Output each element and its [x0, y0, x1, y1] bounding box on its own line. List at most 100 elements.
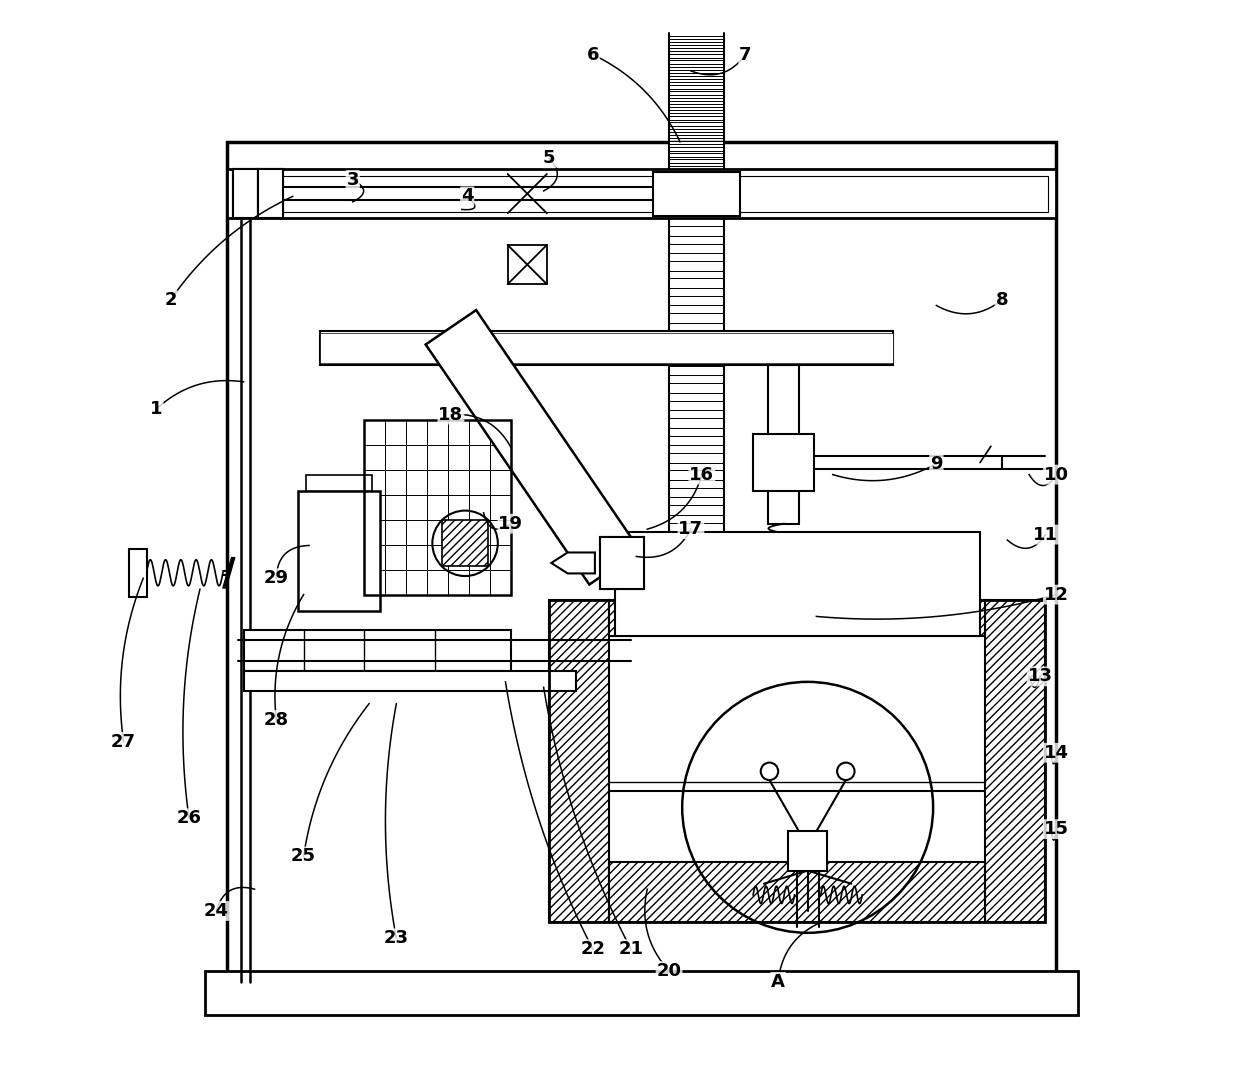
- Bar: [243, 671, 577, 691]
- Bar: [227, 142, 1056, 982]
- Bar: [670, 154, 724, 157]
- Bar: [363, 420, 511, 595]
- Text: 7: 7: [739, 46, 751, 63]
- Bar: [243, 630, 511, 671]
- Text: 24: 24: [203, 902, 229, 920]
- Bar: [670, 418, 724, 428]
- Bar: [600, 537, 644, 589]
- Bar: [206, 971, 1079, 1015]
- Bar: [670, 470, 724, 480]
- Bar: [670, 110, 724, 113]
- Bar: [670, 147, 724, 151]
- Text: 13: 13: [1028, 668, 1053, 685]
- Text: 23: 23: [384, 930, 409, 947]
- Bar: [233, 169, 258, 218]
- Bar: [670, 243, 724, 253]
- Bar: [236, 176, 1048, 212]
- Text: 28: 28: [264, 711, 289, 729]
- Text: 8: 8: [996, 291, 1008, 309]
- Text: 17: 17: [678, 520, 703, 538]
- Bar: [670, 505, 724, 515]
- Bar: [670, 73, 724, 76]
- Bar: [670, 60, 724, 63]
- Bar: [670, 116, 724, 120]
- Text: 20: 20: [657, 962, 682, 980]
- Bar: [670, 166, 724, 169]
- Bar: [670, 48, 724, 51]
- Text: 21: 21: [619, 940, 644, 958]
- Bar: [670, 85, 724, 88]
- Bar: [670, 348, 724, 358]
- Bar: [670, 296, 724, 305]
- Bar: [670, 129, 724, 132]
- Bar: [609, 600, 986, 636]
- Bar: [670, 488, 724, 497]
- Bar: [670, 55, 724, 58]
- Bar: [507, 245, 547, 285]
- Bar: [670, 523, 724, 532]
- Bar: [129, 549, 146, 597]
- Bar: [670, 92, 724, 95]
- Bar: [670, 261, 724, 271]
- Text: 14: 14: [1044, 744, 1069, 762]
- Bar: [670, 453, 724, 463]
- Text: 9: 9: [930, 455, 942, 472]
- Bar: [615, 532, 980, 636]
- Text: 27: 27: [112, 733, 136, 751]
- Bar: [670, 36, 724, 39]
- Bar: [670, 331, 724, 340]
- Bar: [670, 400, 724, 410]
- Bar: [652, 172, 740, 216]
- Bar: [670, 383, 724, 393]
- Bar: [507, 175, 547, 214]
- Bar: [670, 226, 724, 236]
- Bar: [609, 862, 986, 922]
- Text: 1: 1: [150, 400, 162, 418]
- Bar: [600, 537, 644, 589]
- Bar: [670, 122, 724, 125]
- Bar: [670, 79, 724, 82]
- Text: 25: 25: [291, 848, 316, 865]
- Text: 12: 12: [1044, 586, 1069, 603]
- Bar: [549, 600, 1045, 922]
- Polygon shape: [425, 310, 640, 585]
- Bar: [258, 169, 283, 218]
- Text: 15: 15: [1044, 820, 1069, 838]
- Bar: [670, 134, 724, 139]
- Bar: [670, 278, 724, 288]
- Text: 18: 18: [438, 406, 464, 423]
- Text: 11: 11: [1033, 526, 1058, 543]
- Bar: [670, 67, 724, 70]
- Text: 5: 5: [543, 149, 556, 167]
- Bar: [670, 313, 724, 323]
- Text: 22: 22: [580, 940, 605, 958]
- Bar: [670, 558, 724, 567]
- Text: 16: 16: [689, 466, 714, 483]
- Bar: [306, 475, 372, 491]
- Bar: [298, 491, 379, 611]
- Bar: [670, 365, 724, 375]
- Bar: [670, 435, 724, 445]
- Bar: [753, 434, 815, 491]
- Polygon shape: [552, 552, 595, 574]
- Text: 10: 10: [1044, 466, 1069, 483]
- Bar: [670, 141, 724, 144]
- Text: 19: 19: [498, 515, 523, 532]
- Bar: [787, 831, 827, 871]
- Bar: [549, 600, 609, 922]
- Bar: [320, 331, 893, 365]
- Bar: [670, 159, 724, 163]
- Text: 26: 26: [176, 810, 202, 827]
- Text: A: A: [771, 973, 785, 991]
- Text: 4: 4: [461, 188, 474, 205]
- Text: 2: 2: [164, 291, 177, 309]
- Bar: [740, 600, 827, 635]
- Bar: [670, 41, 724, 45]
- Bar: [670, 97, 724, 101]
- Bar: [258, 169, 283, 218]
- Text: 3: 3: [346, 171, 358, 189]
- Bar: [670, 104, 724, 107]
- Bar: [986, 600, 1045, 922]
- Bar: [443, 520, 489, 566]
- Text: 6: 6: [587, 46, 599, 63]
